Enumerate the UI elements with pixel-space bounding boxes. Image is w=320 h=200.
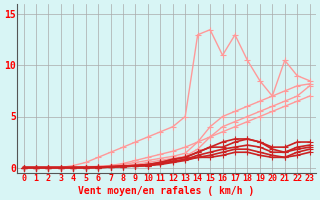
X-axis label: Vent moyen/en rafales ( km/h ): Vent moyen/en rafales ( km/h ) — [78, 186, 255, 196]
